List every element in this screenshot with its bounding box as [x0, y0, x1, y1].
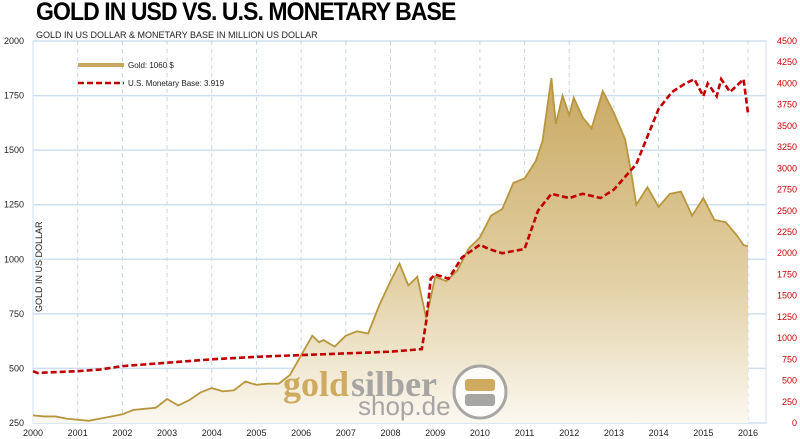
legend-gold-label: Gold: 1060 $	[128, 61, 174, 70]
y2-tick-label: 2500	[777, 206, 797, 216]
y2-tick-label: 250	[782, 397, 797, 407]
y2-tick-label: 3750	[777, 100, 797, 110]
y2-tick-label: 500	[782, 376, 797, 386]
y-tick-label: 2000	[4, 36, 24, 46]
x-tick-label: 2004	[202, 428, 222, 438]
x-tick-label: 2010	[470, 428, 490, 438]
y2-tick-label: 1000	[777, 333, 797, 343]
y-tick-label: 1500	[4, 145, 24, 155]
y2-tick-label: 2000	[777, 248, 797, 258]
logo-shop: shop.de	[358, 391, 451, 421]
y2-tick-label: 3250	[777, 142, 797, 152]
x-tick-label: 2016	[738, 428, 758, 438]
legend-monetary-label: U.S. Monetary Base: 3.919	[128, 79, 225, 88]
x-tick-label: 2001	[68, 428, 88, 438]
y-tick-label: 1750	[4, 91, 24, 101]
y-tick-label: 500	[9, 363, 24, 373]
y2-tick-label: 4250	[777, 57, 797, 67]
logo-gold: gold	[283, 364, 349, 404]
y-tick-label: 250	[9, 418, 24, 428]
y2-tick-label: 2750	[777, 185, 797, 195]
goldsilber-logo: gold silber shop.de	[283, 364, 508, 421]
x-tick-label: 2011	[515, 428, 534, 438]
gold-area	[33, 78, 748, 423]
x-tick-label: 2013	[604, 428, 624, 438]
y2-tick-label: 1500	[777, 291, 797, 301]
x-tick-label: 2002	[112, 428, 132, 438]
y2-tick-label: 0	[792, 418, 797, 428]
x-tick-label: 2012	[559, 428, 579, 438]
chart-subtitle: GOLD IN US DOLLAR & MONETARY BASE IN MIL…	[36, 30, 318, 40]
x-tick-label: 2000	[23, 428, 43, 438]
y2-tick-label: 2250	[777, 227, 797, 237]
y2-tick-label: 1250	[777, 312, 797, 322]
x-tick-label: 2015	[693, 428, 713, 438]
y2-tick-label: 4500	[777, 36, 797, 46]
logo-silber: silber	[351, 364, 437, 404]
y-tick-label: 1250	[4, 200, 24, 210]
y-tick-label: 750	[9, 309, 24, 319]
x-tick-label: 2007	[336, 428, 356, 438]
x-tick-label: 2003	[157, 428, 177, 438]
x-tick-label: 2014	[649, 428, 669, 438]
chart-title: GOLD IN USD VS. U.S. MONETARY BASE	[36, 0, 456, 26]
x-tick-label: 2005	[246, 428, 266, 438]
y2-tick-label: 1750	[777, 269, 797, 279]
gold-bar-icon	[452, 364, 508, 420]
y2-tick-label: 3000	[777, 163, 797, 173]
y2-tick-label: 3500	[777, 121, 797, 131]
y2-tick-label: 4000	[777, 78, 797, 88]
x-tick-label: 2009	[425, 428, 445, 438]
x-tick-label: 2006	[291, 428, 311, 438]
gold-line	[32, 77, 749, 422]
y-axis-label: GOLD IN US DOLLAR	[34, 221, 44, 312]
y2-tick-label: 750	[782, 354, 797, 364]
x-tick-label: 2008	[380, 428, 400, 438]
y-tick-label: 1000	[4, 254, 24, 264]
